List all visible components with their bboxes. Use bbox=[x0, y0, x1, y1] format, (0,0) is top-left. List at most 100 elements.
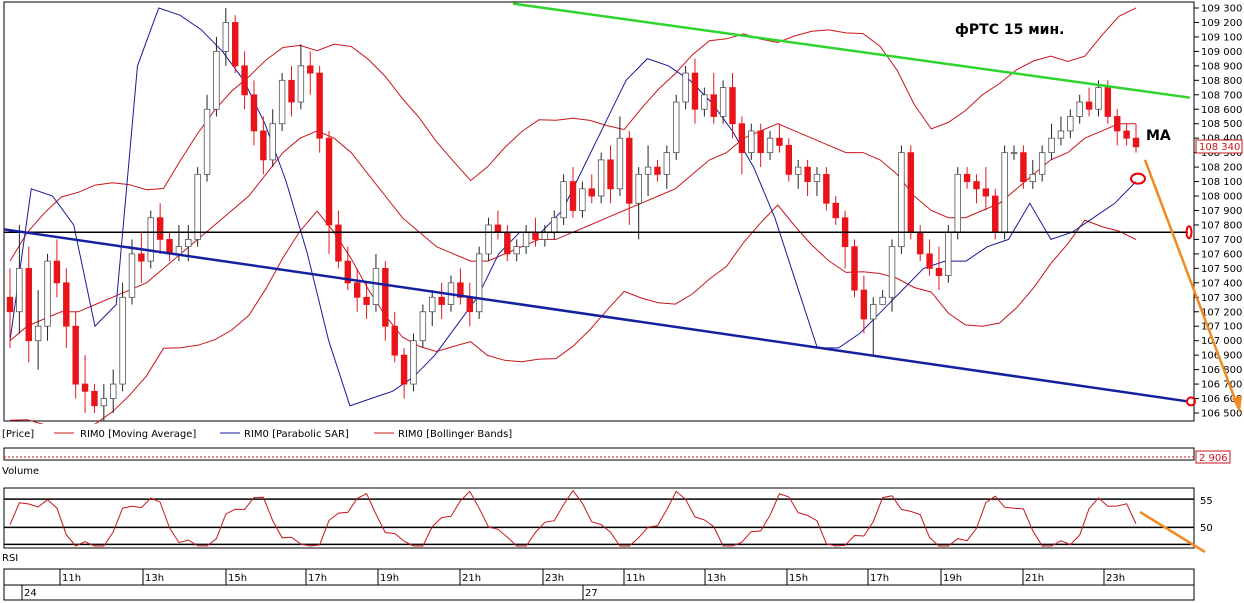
candle-body bbox=[935, 267, 943, 276]
rsi-tick-label: 50 bbox=[1200, 523, 1213, 534]
candle-body bbox=[569, 181, 577, 211]
price-panel bbox=[3, 1, 1195, 422]
candle-body bbox=[438, 296, 445, 305]
candle-body bbox=[410, 340, 417, 385]
candle-body bbox=[673, 101, 680, 154]
time-label: 17h bbox=[308, 573, 327, 584]
candle-body bbox=[419, 311, 427, 342]
time-label: 15h bbox=[228, 573, 247, 584]
candle-body bbox=[916, 231, 924, 255]
y-tick-label: 106 500 bbox=[1201, 409, 1242, 420]
legend-sar: RIM0 [Parabolic SAR] bbox=[244, 429, 349, 440]
candle-body bbox=[363, 296, 370, 305]
candle-body bbox=[91, 390, 98, 407]
y-tick-label: 109 300 bbox=[1201, 4, 1242, 15]
candle-body bbox=[1029, 173, 1036, 182]
candle-body bbox=[813, 173, 821, 182]
candle-body bbox=[222, 22, 230, 52]
candle-body bbox=[72, 325, 79, 385]
candle-body bbox=[588, 188, 595, 197]
candle-body bbox=[560, 181, 567, 219]
y-tick-label: 108 800 bbox=[1201, 76, 1242, 87]
candle-body bbox=[307, 65, 314, 74]
candle-body bbox=[729, 87, 736, 125]
legend-bb: RIM0 [Bollinger Bands] bbox=[398, 429, 512, 440]
candle-body bbox=[888, 246, 896, 298]
resistance-line bbox=[512, 2, 1191, 99]
candle-body bbox=[203, 108, 211, 175]
chart-title: фРТС 15 мин. bbox=[955, 22, 1064, 38]
candle-body bbox=[907, 152, 915, 233]
y-tick-label: 107 900 bbox=[1201, 206, 1242, 217]
candle-body bbox=[870, 304, 877, 320]
candle-body bbox=[719, 87, 727, 117]
candle-body bbox=[344, 260, 352, 284]
ma-marker bbox=[1130, 172, 1146, 185]
candle-body bbox=[785, 145, 793, 175]
y-tick-label: 107 500 bbox=[1201, 264, 1242, 275]
candle-body bbox=[776, 137, 783, 146]
candle-body bbox=[504, 231, 511, 255]
candle-body bbox=[288, 79, 295, 103]
candle-body bbox=[691, 72, 699, 110]
candle-body bbox=[260, 130, 267, 161]
candle-body bbox=[626, 137, 633, 204]
candle-body bbox=[429, 296, 436, 313]
y-tick-label: 108 700 bbox=[1201, 90, 1242, 101]
y-tick-label: 107 600 bbox=[1201, 249, 1242, 260]
y-tick-label: 106 900 bbox=[1201, 351, 1242, 362]
volume-label: Volume bbox=[2, 466, 39, 477]
y-tick-label: 108 400 bbox=[1201, 134, 1242, 145]
candle-body bbox=[335, 224, 342, 262]
y-tick-label: 108 500 bbox=[1201, 119, 1242, 130]
legend-ma: RIM0 [Moving Average] bbox=[80, 429, 196, 440]
rsi-series bbox=[9, 489, 1137, 547]
y-tick-label: 109 100 bbox=[1201, 32, 1242, 43]
time-label: 17h bbox=[870, 573, 889, 584]
candle-body bbox=[81, 383, 89, 392]
candle-body bbox=[832, 202, 839, 219]
y-tick-label: 107 800 bbox=[1201, 220, 1242, 231]
candle-body bbox=[1020, 152, 1027, 182]
candle-body bbox=[241, 65, 248, 96]
candle-body bbox=[278, 79, 286, 125]
time-label: 21h bbox=[1025, 573, 1044, 584]
candles bbox=[6, 8, 1140, 421]
candle-body bbox=[147, 217, 154, 262]
candle-body bbox=[945, 231, 952, 276]
candle-body bbox=[466, 296, 473, 313]
time-label: 11h bbox=[62, 573, 81, 584]
candle-body bbox=[973, 181, 980, 190]
candle-body bbox=[250, 94, 258, 132]
candle-body bbox=[16, 267, 23, 313]
volume-value: 2 906 bbox=[1199, 453, 1228, 464]
rsi-forecast-line bbox=[1139, 510, 1206, 554]
candle-body bbox=[663, 152, 671, 175]
time-label: 21h bbox=[462, 573, 481, 584]
bollinger-bands bbox=[9, 7, 1137, 432]
legend-row bbox=[0, 424, 1244, 441]
candle-body bbox=[926, 253, 933, 269]
date-axis bbox=[3, 584, 1195, 601]
y-tick-label: 108 300 bbox=[1201, 148, 1242, 159]
candle-body bbox=[1076, 101, 1083, 117]
candle-body bbox=[522, 231, 530, 248]
candle-body bbox=[119, 296, 126, 385]
rsi-label: RSI bbox=[2, 553, 18, 564]
candle-body bbox=[400, 354, 408, 385]
rsi-panel bbox=[3, 487, 1195, 549]
price-axis: 109 300 109 200 109 100 109 000 108 900 108 8… bbox=[1194, 4, 1242, 420]
rsi-levels: 55 50 bbox=[4, 496, 1213, 546]
candle-body bbox=[100, 398, 108, 407]
candle-body bbox=[794, 166, 802, 175]
candle-body bbox=[851, 246, 858, 291]
candle-body bbox=[44, 260, 51, 327]
legend-price: [Price] bbox=[2, 429, 34, 440]
y-tick-label: 108 200 bbox=[1201, 163, 1242, 174]
current-price-label: 108 340 bbox=[1199, 142, 1240, 153]
candle-body bbox=[138, 253, 145, 262]
trend-lines bbox=[3, 2, 1242, 413]
candle-body bbox=[1057, 130, 1065, 139]
ma-annotation: MA bbox=[1146, 128, 1171, 144]
